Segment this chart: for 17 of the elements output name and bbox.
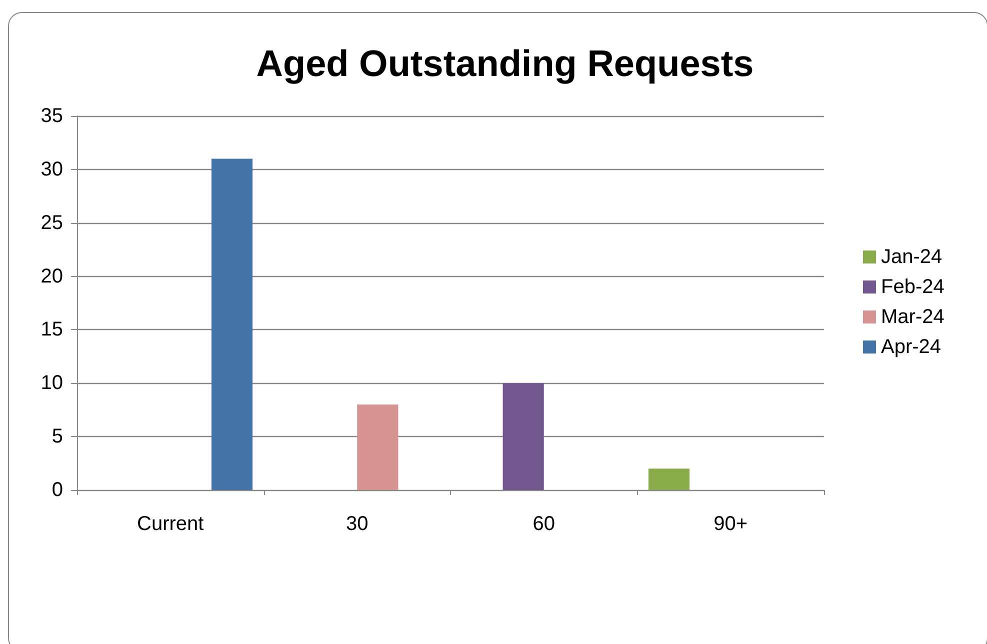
x-tick-label: 90+ [714, 513, 748, 535]
y-tick-label: 35 [40, 105, 63, 127]
legend-label: Jan-24 [881, 246, 942, 268]
y-tick-label: 15 [40, 318, 63, 341]
chart-title: Aged Outstanding Requests [256, 43, 754, 84]
legend-label: Apr-24 [881, 336, 942, 358]
y-tick-label: 5 [52, 426, 63, 448]
x-tick-label: 30 [346, 513, 368, 535]
y-tick-label: 10 [40, 372, 63, 394]
x-tick-label: 60 [532, 513, 555, 535]
y-tick-label: 25 [40, 212, 63, 234]
y-tick-label: 0 [52, 479, 63, 501]
y-tick-label: 30 [40, 158, 63, 180]
legend-label: Mar-24 [881, 306, 944, 328]
y-tick-label: 20 [40, 265, 63, 288]
legend-label: Feb-24 [881, 276, 944, 298]
x-tick-label: Current [137, 513, 204, 535]
